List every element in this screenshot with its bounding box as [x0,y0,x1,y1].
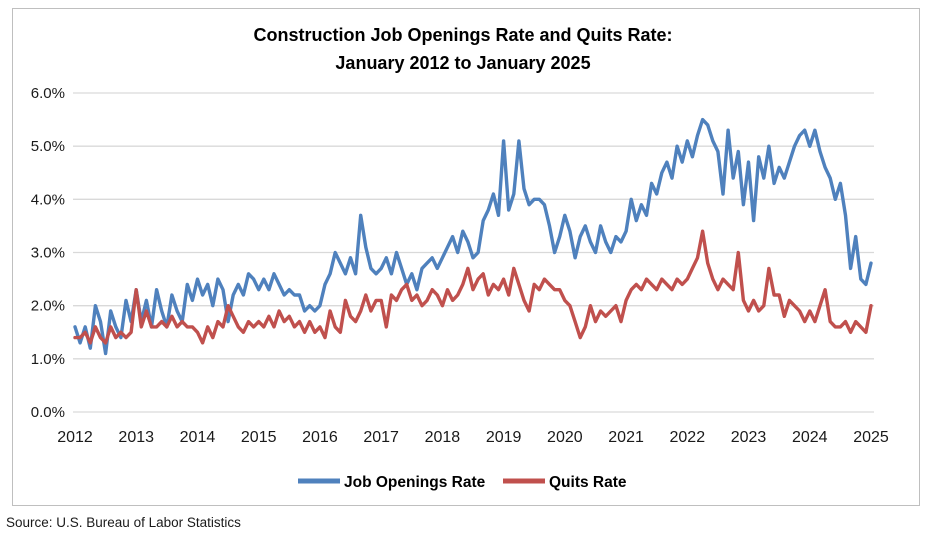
x-tick-2018: 2018 [425,429,461,446]
x-tick-2012: 2012 [57,429,93,446]
x-tick-2019: 2019 [486,429,522,446]
x-tick-2017: 2017 [363,429,399,446]
y-tick-3.0%: 3.0% [31,245,65,262]
x-tick-2013: 2013 [118,429,154,446]
source-attribution: Source: U.S. Bureau of Labor Statistics [6,515,241,530]
x-tick-2025: 2025 [853,429,889,446]
chart-area: Construction Job Openings Rate and Quits… [12,8,920,506]
x-tick-2015: 2015 [241,429,277,446]
y-tick-6.0%: 6.0% [31,85,65,102]
y-tick-0.0%: 0.0% [31,404,65,421]
x-tick-2023: 2023 [731,429,767,446]
x-tick-2014: 2014 [180,429,216,446]
y-tick-4.0%: 4.0% [31,191,65,208]
series-lines [73,117,873,356]
line-chart: Construction Job Openings Rate and Quits… [31,25,889,491]
x-tick-2016: 2016 [302,429,338,446]
gridlines [73,92,874,413]
series-line-quits-rate [73,229,873,345]
y-axis-tick-labels: 0.0% 1.0% 2.0% 3.0% 4.0% 5.0% 6.0% [31,85,65,421]
chart-title-line1: Construction Job Openings Rate and Quits… [253,25,672,45]
legend-label-quits-rate: Quits Rate [549,474,627,491]
x-tick-2024: 2024 [792,429,828,446]
series-line-job-openings-rate [73,117,873,356]
y-tick-2.0%: 2.0% [31,298,65,315]
x-tick-2020: 2020 [547,429,583,446]
x-tick-2022: 2022 [670,429,706,446]
x-tick-2021: 2021 [608,429,644,446]
x-axis-tick-labels: 2012 2013 2014 2015 2016 2017 2018 2019 2020 2021… [57,429,889,446]
legend-label-job-openings-rate: Job Openings Rate [344,474,486,491]
y-tick-1.0%: 1.0% [31,351,65,368]
chart-title-line2: January 2012 to January 2025 [335,53,590,73]
y-tick-5.0%: 5.0% [31,138,65,155]
legend: Job Openings Rate Quits Rate [298,474,627,491]
